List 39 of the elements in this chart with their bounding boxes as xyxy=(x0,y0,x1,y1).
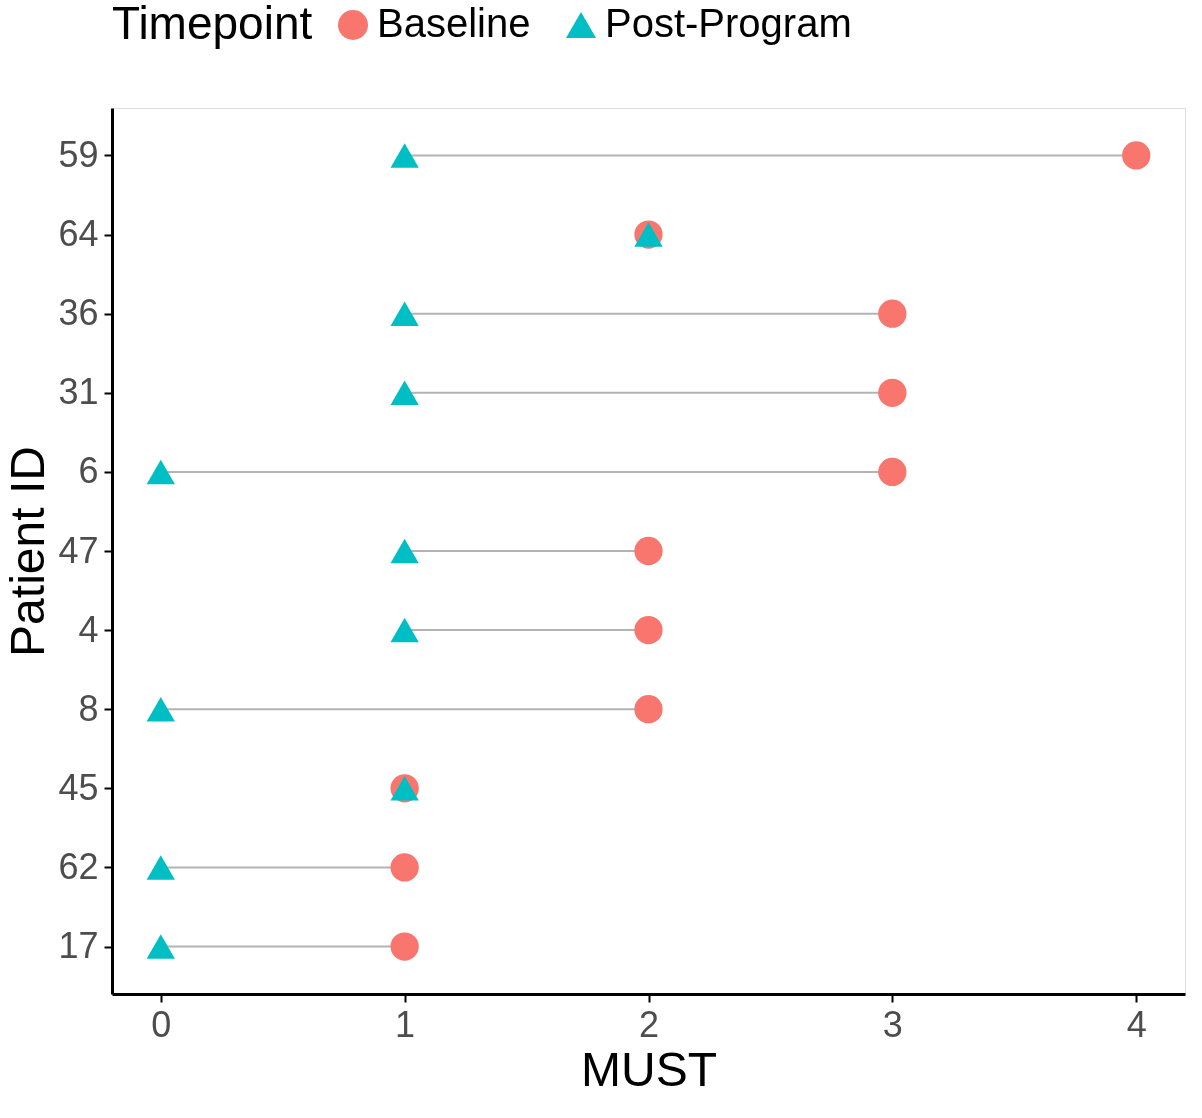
y-axis-title: Patient ID xyxy=(1,446,55,657)
x-tick-label: 2 xyxy=(638,1003,660,1045)
y-tick-label: 59 xyxy=(58,133,99,175)
legend-title: Timepoint xyxy=(112,0,313,49)
point xyxy=(146,855,175,880)
y-tick-label: 45 xyxy=(58,766,99,808)
point xyxy=(1122,141,1151,170)
y-tick-label: 64 xyxy=(58,213,99,255)
x-tick-label: 4 xyxy=(1126,1003,1147,1045)
point xyxy=(390,932,419,961)
point xyxy=(390,853,419,882)
point xyxy=(878,378,907,407)
x-axis-title: MUST xyxy=(581,1042,717,1096)
y-tick-label: 47 xyxy=(58,529,99,571)
y-tick-label: 6 xyxy=(78,450,99,492)
y-tick-label: 36 xyxy=(58,292,99,334)
point xyxy=(390,143,419,168)
x-tick-label: 1 xyxy=(395,1003,416,1045)
point xyxy=(634,695,663,724)
point xyxy=(390,301,419,326)
point xyxy=(390,380,419,406)
legend-label: Baseline xyxy=(377,1,531,45)
x-tick-label: 3 xyxy=(882,1003,903,1045)
point xyxy=(878,457,907,487)
y-tick-label: 8 xyxy=(78,687,99,729)
x-tick-label: 0 xyxy=(151,1003,172,1045)
legend-label: Post-Program xyxy=(605,1,852,45)
y-tick-label: 17 xyxy=(58,925,99,967)
point xyxy=(390,538,419,564)
point xyxy=(146,459,175,485)
point xyxy=(390,617,419,643)
point xyxy=(634,615,663,645)
point xyxy=(146,934,175,959)
y-tick-label: 31 xyxy=(58,371,99,413)
y-tick-label: 62 xyxy=(58,845,99,887)
point xyxy=(634,536,663,566)
y-tick-label: 4 xyxy=(78,608,99,650)
point xyxy=(146,696,175,722)
point xyxy=(878,299,907,328)
